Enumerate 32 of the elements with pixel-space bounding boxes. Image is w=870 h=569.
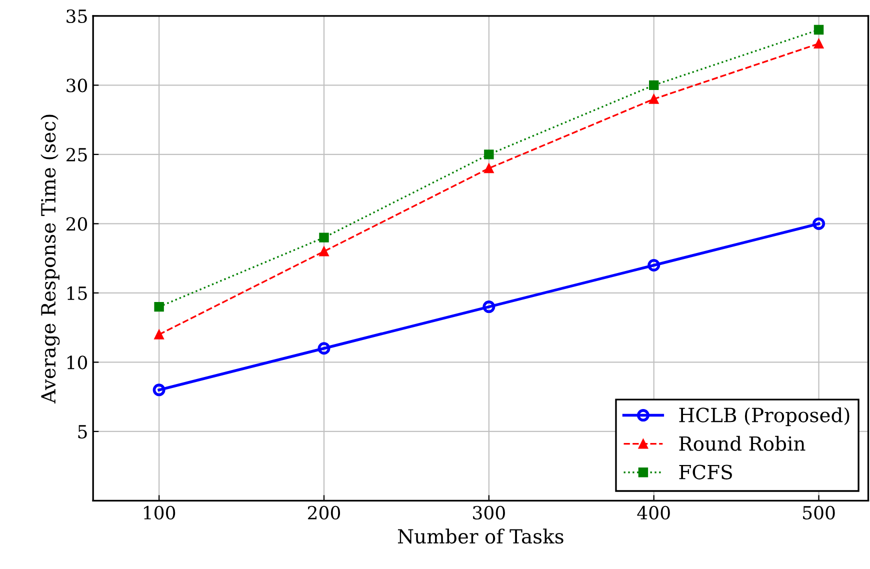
- point: [648, 80, 659, 90]
- y-tick-label: 10: [67, 356, 88, 370]
- point: [484, 150, 494, 160]
- point: [154, 302, 164, 312]
- point: [318, 342, 330, 355]
- point: [814, 24, 824, 35]
- y-tick-label: 5: [78, 425, 87, 439]
- x-axis-title: Number of Tasks: [398, 528, 564, 544]
- point: [648, 94, 659, 104]
- legend-label: FCFS: [679, 464, 732, 480]
- point: [154, 330, 164, 340]
- y-tick-label: 20: [66, 217, 88, 231]
- x-tick-label: 400: [637, 506, 670, 520]
- point: [319, 246, 329, 256]
- x-tick-label: 100: [144, 506, 176, 520]
- point: [648, 259, 660, 272]
- point: [482, 300, 496, 314]
- x-tick-label: 500: [803, 506, 835, 520]
- legend-label: Round Robin: [679, 436, 806, 451]
- y-tick-label: 35: [66, 9, 87, 24]
- point: [484, 163, 494, 174]
- y-tick-label: 30: [66, 78, 88, 92]
- point: [319, 232, 329, 242]
- x-tick-label: 300: [473, 506, 505, 520]
- point: [814, 38, 824, 48]
- legend-label: HCLB (Proposed): [679, 407, 850, 426]
- y-tick-label: 15: [67, 286, 87, 300]
- point: [152, 384, 166, 396]
- y-tick-label: 25: [66, 148, 87, 162]
- y-axis-title: Average Response Time (sec): [40, 114, 60, 404]
- point: [812, 217, 826, 230]
- x-tick-label: 200: [308, 506, 340, 520]
